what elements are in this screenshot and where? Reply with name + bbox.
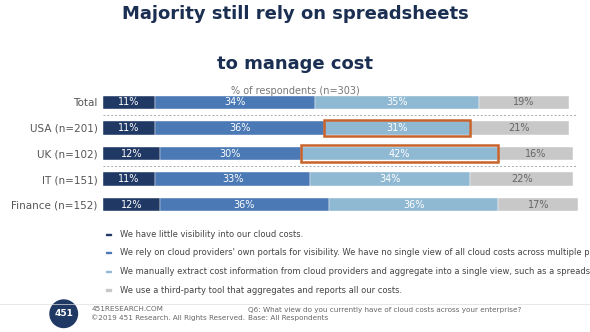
Circle shape bbox=[50, 300, 77, 327]
Text: 33%: 33% bbox=[222, 174, 243, 184]
Bar bbox=[155, 121, 324, 135]
Text: % of respondents (n=303): % of respondents (n=303) bbox=[231, 86, 359, 96]
Text: 30%: 30% bbox=[219, 148, 241, 159]
Text: 17%: 17% bbox=[527, 200, 549, 210]
Bar bbox=[155, 96, 315, 109]
Bar bbox=[103, 96, 155, 109]
Text: 16%: 16% bbox=[525, 148, 546, 159]
Bar bbox=[324, 121, 470, 135]
Text: 11%: 11% bbox=[119, 174, 140, 184]
Text: to manage cost: to manage cost bbox=[217, 55, 373, 73]
Bar bbox=[106, 271, 111, 272]
Bar bbox=[160, 198, 329, 211]
Bar bbox=[103, 121, 155, 135]
Bar bbox=[470, 172, 573, 186]
Bar bbox=[310, 172, 470, 186]
Text: 451: 451 bbox=[54, 309, 73, 318]
Text: Q6: What view do you currently have of cloud costs across your enterprise?
Base:: Q6: What view do you currently have of c… bbox=[248, 307, 521, 321]
Bar bbox=[106, 290, 111, 291]
Bar bbox=[160, 147, 301, 160]
Bar bbox=[315, 96, 480, 109]
Bar bbox=[106, 252, 111, 253]
Text: Majority still rely on spreadsheets: Majority still rely on spreadsheets bbox=[122, 5, 468, 23]
Text: 12%: 12% bbox=[121, 148, 142, 159]
Text: 12%: 12% bbox=[121, 200, 142, 210]
Bar bbox=[155, 172, 310, 186]
Text: 22%: 22% bbox=[511, 174, 533, 184]
Text: 451RESEARCH.COM
©2019 451 Research. All Rights Reserved.: 451RESEARCH.COM ©2019 451 Research. All … bbox=[91, 306, 245, 321]
Text: 34%: 34% bbox=[224, 97, 245, 108]
Text: 11%: 11% bbox=[119, 123, 140, 133]
Text: We have little visibility into our cloud costs.: We have little visibility into our cloud… bbox=[120, 230, 303, 239]
Bar bbox=[499, 147, 573, 160]
Text: We rely on cloud providers' own portals for visibility. We have no single view o: We rely on cloud providers' own portals … bbox=[120, 248, 590, 257]
Bar bbox=[103, 147, 160, 160]
Bar bbox=[499, 198, 578, 211]
Bar bbox=[103, 172, 155, 186]
Text: 19%: 19% bbox=[513, 97, 535, 108]
Text: 35%: 35% bbox=[386, 97, 408, 108]
Text: 21%: 21% bbox=[509, 123, 530, 133]
Bar bbox=[301, 147, 499, 160]
Text: 36%: 36% bbox=[403, 200, 424, 210]
Bar bbox=[103, 198, 160, 211]
Bar bbox=[329, 198, 499, 211]
Text: 36%: 36% bbox=[229, 123, 250, 133]
Text: We manually extract cost information from cloud providers and aggregate into a s: We manually extract cost information fro… bbox=[120, 267, 590, 276]
Text: 42%: 42% bbox=[389, 148, 410, 159]
Text: 34%: 34% bbox=[379, 174, 401, 184]
Text: 11%: 11% bbox=[119, 97, 140, 108]
Text: 31%: 31% bbox=[386, 123, 408, 133]
Text: We use a third-party tool that aggregates and reports all our costs.: We use a third-party tool that aggregate… bbox=[120, 286, 402, 294]
Bar bbox=[106, 233, 111, 235]
Text: 36%: 36% bbox=[234, 200, 255, 210]
Bar bbox=[480, 96, 569, 109]
Bar bbox=[470, 121, 569, 135]
